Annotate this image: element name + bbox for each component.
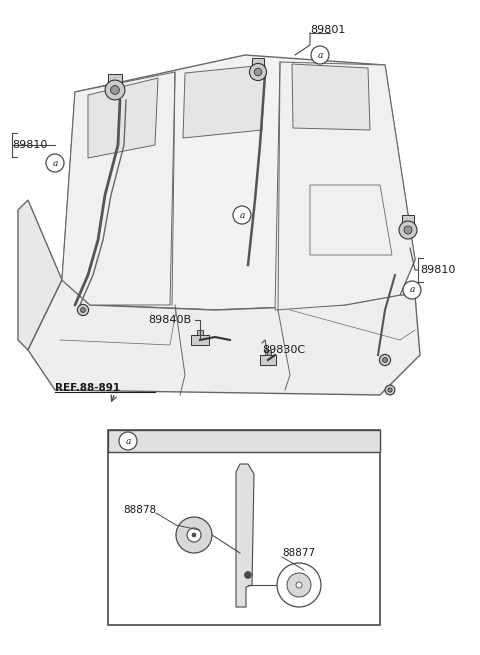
Text: 89840B: 89840B [148, 315, 191, 325]
Circle shape [311, 46, 329, 64]
Circle shape [287, 573, 311, 597]
Circle shape [296, 582, 302, 588]
Polygon shape [236, 464, 254, 607]
Bar [265, 350, 271, 355]
Polygon shape [18, 200, 62, 350]
Circle shape [254, 68, 262, 76]
Polygon shape [183, 65, 265, 138]
Circle shape [81, 308, 85, 312]
Circle shape [379, 354, 391, 365]
Circle shape [176, 517, 212, 553]
Bar [260, 355, 276, 365]
Circle shape [399, 221, 417, 239]
Text: 89830C: 89830C [262, 345, 305, 355]
Bar [108, 73, 121, 83]
Polygon shape [62, 55, 415, 310]
Circle shape [403, 281, 421, 299]
Polygon shape [62, 72, 175, 305]
Text: a: a [409, 286, 415, 295]
Polygon shape [88, 78, 158, 158]
Text: 88877: 88877 [282, 548, 315, 558]
Text: 88878: 88878 [123, 505, 156, 515]
Text: a: a [240, 210, 245, 219]
Text: REF.88-891: REF.88-891 [55, 383, 120, 393]
Bar [197, 330, 203, 335]
Text: a: a [125, 436, 131, 445]
Text: a: a [52, 159, 58, 168]
Circle shape [404, 226, 412, 234]
Circle shape [110, 86, 120, 94]
Circle shape [250, 64, 266, 81]
Circle shape [385, 385, 395, 395]
Bar [108, 430, 380, 625]
Circle shape [277, 563, 321, 607]
Polygon shape [275, 62, 415, 310]
Circle shape [105, 80, 125, 100]
Circle shape [233, 206, 251, 224]
Circle shape [388, 388, 392, 392]
Text: 89801: 89801 [310, 25, 346, 35]
Circle shape [244, 572, 252, 578]
Circle shape [192, 533, 196, 537]
Circle shape [46, 154, 64, 172]
Circle shape [119, 432, 137, 450]
Circle shape [383, 358, 387, 362]
Bar [108, 430, 380, 452]
Circle shape [77, 305, 89, 316]
Bar [402, 215, 414, 223]
Polygon shape [292, 64, 370, 130]
Bar [252, 58, 264, 66]
Text: 89810: 89810 [420, 265, 456, 275]
Circle shape [187, 528, 201, 542]
Text: 89810: 89810 [12, 140, 48, 150]
Polygon shape [28, 280, 420, 395]
Text: a: a [317, 50, 323, 60]
Bar [191, 335, 209, 345]
